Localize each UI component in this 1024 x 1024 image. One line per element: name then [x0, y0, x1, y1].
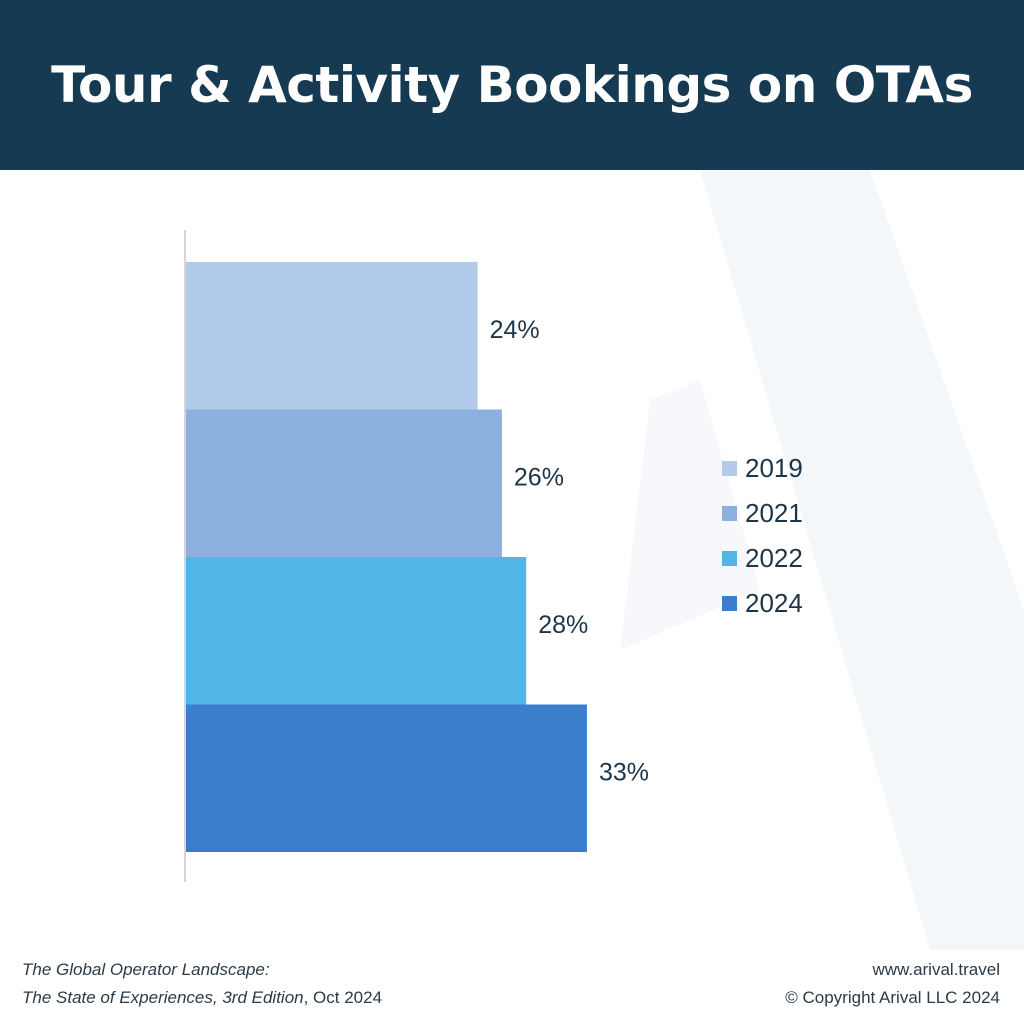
bar-label-2022: 28% [538, 611, 588, 639]
copyright-text: © Copyright Arival LLC 2024 [785, 988, 1000, 1007]
legend-label-2021: 2021 [745, 498, 803, 528]
logo-watermark-shape [700, 170, 1024, 950]
legend-label-2024: 2024 [745, 588, 803, 618]
bar-2019 [186, 262, 478, 410]
legend-item-2024: 2024 [722, 581, 803, 626]
legend-swatch-2021 [722, 506, 737, 521]
source-line-1: The Global Operator Landscape: [22, 960, 270, 979]
legend-item-2019: 2019 [722, 446, 803, 491]
bar-2024 [186, 704, 587, 852]
bar-2022 [186, 557, 527, 705]
legend-item-2022: 2022 [722, 536, 803, 581]
logo-watermark-inner [620, 380, 760, 650]
chart-bars: 24% 26% 28% 33% [186, 262, 649, 852]
source-line-2: The State of Experiences, 3rd Edition, O… [22, 984, 382, 1012]
legend-label-2019: 2019 [745, 453, 803, 483]
header-banner: Tour & Activity Bookings on OTAs [0, 0, 1024, 170]
bar-label-2019: 24% [490, 316, 540, 344]
legend-swatch-2019 [722, 461, 737, 476]
logo-watermark [620, 170, 1024, 950]
legend-swatch-2022 [722, 551, 737, 566]
source-date: , Oct 2024 [303, 988, 383, 1007]
source-citation: The Global Operator Landscape: The State… [22, 956, 382, 1012]
footer-credits: www.arival.travel © Copyright Arival LLC… [785, 956, 1000, 1012]
legend-item-2021: 2021 [722, 491, 803, 536]
legend-label-2022: 2022 [745, 543, 803, 573]
chart-legend: 2019 2021 2022 2024 [722, 446, 803, 626]
bar-chart: 24% 26% 28% 33% [184, 230, 649, 882]
legend-swatch-2024 [722, 596, 737, 611]
source-publication: The State of Experiences, 3rd Edition [22, 988, 304, 1007]
bar-label-2021: 26% [514, 463, 564, 491]
bar-label-2024: 33% [599, 758, 649, 786]
page-title: Tour & Activity Bookings on OTAs [51, 56, 973, 114]
bar-2021 [186, 409, 502, 557]
website-link[interactable]: www.arival.travel [872, 960, 1000, 979]
